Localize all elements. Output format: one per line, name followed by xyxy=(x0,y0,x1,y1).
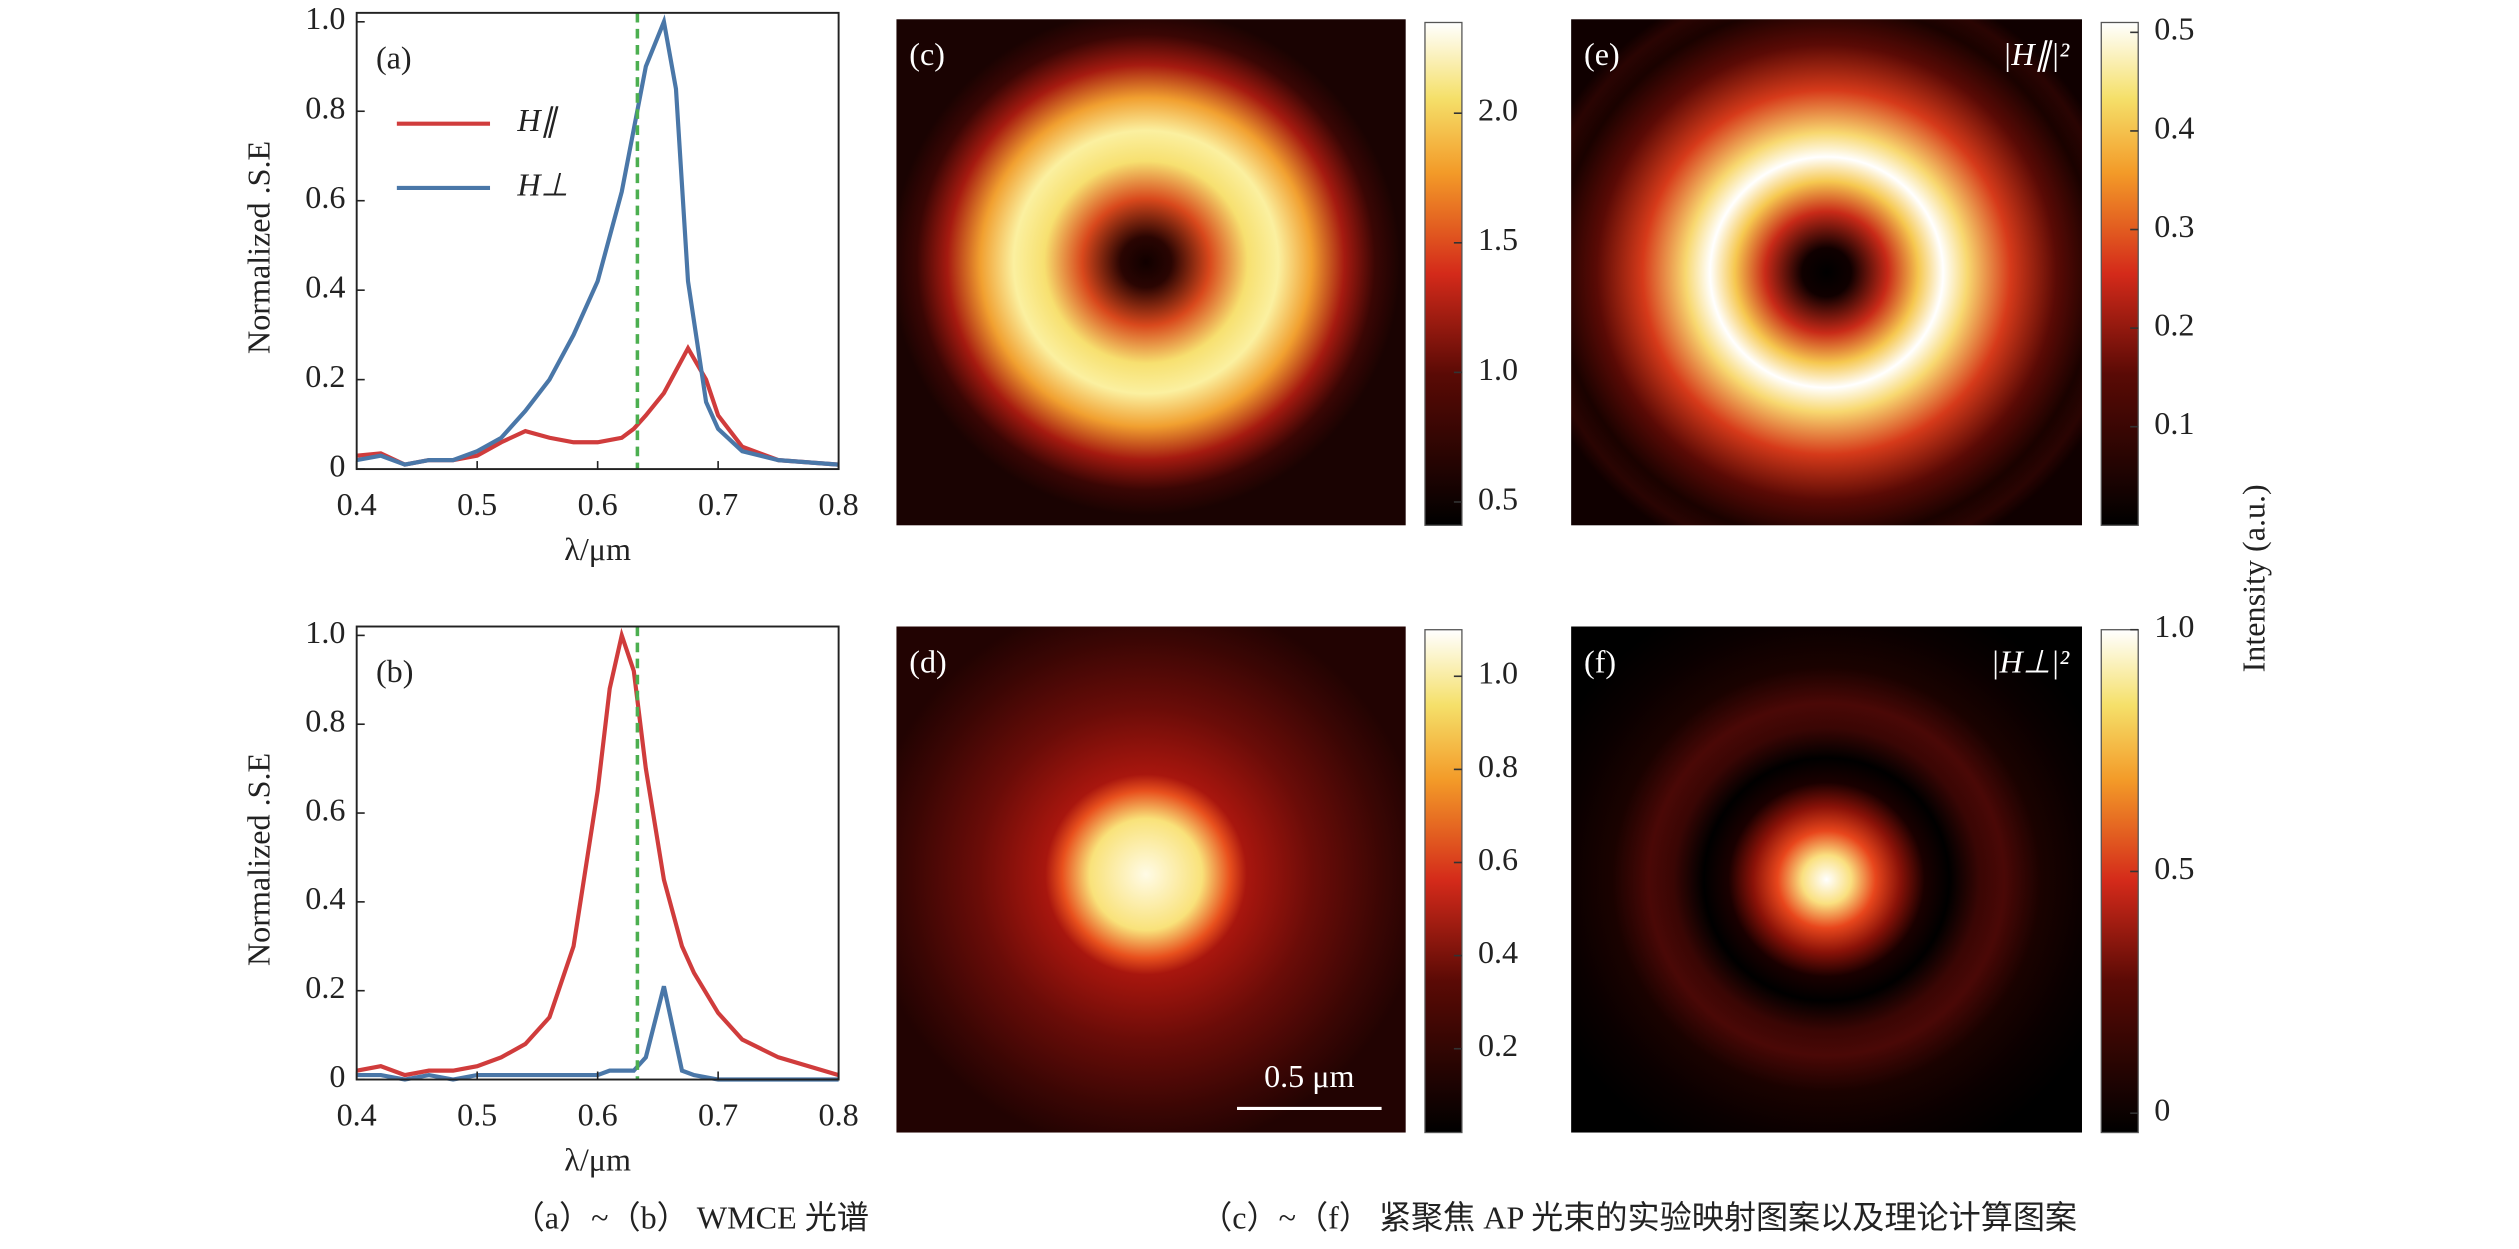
colorbar-tick-label: 1.5 xyxy=(1478,221,1518,257)
series-line xyxy=(356,344,839,467)
colorbar-tick-label: 0.4 xyxy=(1478,934,1518,970)
plot-frame xyxy=(355,11,840,471)
x-tick-label: 0.8 xyxy=(819,486,859,522)
scale-bar-label: 0.5 μm xyxy=(1264,1058,1354,1094)
x-axis-label: λ/μm xyxy=(564,531,631,567)
y-axis-label: Normalized .S.E xyxy=(240,141,276,354)
panel-label: (c) xyxy=(909,36,945,72)
series-line xyxy=(356,985,839,1082)
heatmap-image xyxy=(1571,626,2082,1133)
y-tick-label: 0.8 xyxy=(305,703,345,739)
y-tick-label: 0 xyxy=(329,447,345,483)
y-tick-label: 0 xyxy=(329,1058,345,1094)
y-tick-label: 1.0 xyxy=(305,614,345,650)
legend-label: H∥ xyxy=(516,102,558,138)
x-tick-label: 0.4 xyxy=(337,1096,377,1132)
panel-label: (e) xyxy=(1584,36,1620,72)
colorbar-tick-label: 0.8 xyxy=(1478,748,1518,784)
colorbar-tick-label: 0.4 xyxy=(2154,109,2194,145)
y-tick-label: 0.6 xyxy=(305,179,345,215)
y-tick-label: 0.2 xyxy=(305,358,345,394)
x-tick-label: 0.6 xyxy=(578,486,618,522)
x-tick-label: 0.7 xyxy=(698,1096,738,1132)
colorbar-tick-label: 0.3 xyxy=(2154,208,2194,244)
colorbar xyxy=(1424,21,1463,526)
x-axis-label: λ/μm xyxy=(564,1141,631,1177)
x-tick-label: 0.8 xyxy=(819,1096,859,1132)
panel-label: (f) xyxy=(1584,643,1616,679)
y-tick-label: 0.4 xyxy=(305,269,345,305)
colorbar xyxy=(1424,629,1463,1134)
colorbar xyxy=(2100,21,2139,526)
plot-frame xyxy=(355,625,840,1081)
x-tick-label: 0.7 xyxy=(698,486,738,522)
annotation: |H⊥|² xyxy=(1991,643,2071,679)
colorbar-tick-label: 1.0 xyxy=(1478,351,1518,387)
colorbar-tick-label: 0.2 xyxy=(2154,306,2194,342)
y-tick-label: 0.4 xyxy=(305,880,345,916)
y-tick-label: 0.6 xyxy=(305,791,345,827)
colorbar xyxy=(2100,629,2139,1134)
colorbar-tick-label: 0.6 xyxy=(1478,841,1518,877)
colorbar-label: Intensity (a.u.) xyxy=(2235,484,2271,672)
legend-label: H⊥ xyxy=(516,166,568,202)
colorbar-tick-label: 0 xyxy=(2154,1092,2170,1128)
colorbar-tick-label: 1.0 xyxy=(2154,608,2194,644)
heatmap-image xyxy=(896,19,1406,526)
x-tick-label: 0.5 xyxy=(457,1096,497,1132)
caption: （a）~（b） WMCE 光谱 xyxy=(513,1199,869,1235)
colorbar-tick-label: 0.2 xyxy=(1478,1027,1518,1063)
caption: （c）~（f） 紧聚焦 AP 光束的实验映射图案以及理论计算图案 xyxy=(1200,1199,2077,1235)
x-tick-label: 0.4 xyxy=(337,486,377,522)
panel-label: (b) xyxy=(376,653,413,689)
heatmap-image xyxy=(1571,19,2082,526)
series-line xyxy=(356,14,839,467)
colorbar-tick-label: 2.0 xyxy=(1478,92,1518,128)
colorbar-tick-label: 0.1 xyxy=(2154,405,2194,441)
y-tick-label: 0.2 xyxy=(305,969,345,1005)
x-tick-label: 0.6 xyxy=(578,1096,618,1132)
series-line xyxy=(356,627,840,1078)
colorbar-tick-label: 0.5 xyxy=(2154,11,2194,47)
y-tick-label: 1.0 xyxy=(305,0,345,36)
panel-label: (d) xyxy=(909,643,946,679)
x-tick-label: 0.5 xyxy=(457,486,497,522)
annotation: |H∥|² xyxy=(2003,36,2071,72)
colorbar-tick-label: 1.0 xyxy=(1478,655,1518,691)
y-tick-label: 0.8 xyxy=(305,90,345,126)
colorbar-tick-label: 0.5 xyxy=(1478,480,1518,516)
heatmap-image xyxy=(896,626,1406,1133)
panel-label: (a) xyxy=(376,39,412,75)
y-axis-label: Normalized .S.E xyxy=(240,753,276,966)
colorbar-tick-label: 0.5 xyxy=(2154,850,2194,886)
